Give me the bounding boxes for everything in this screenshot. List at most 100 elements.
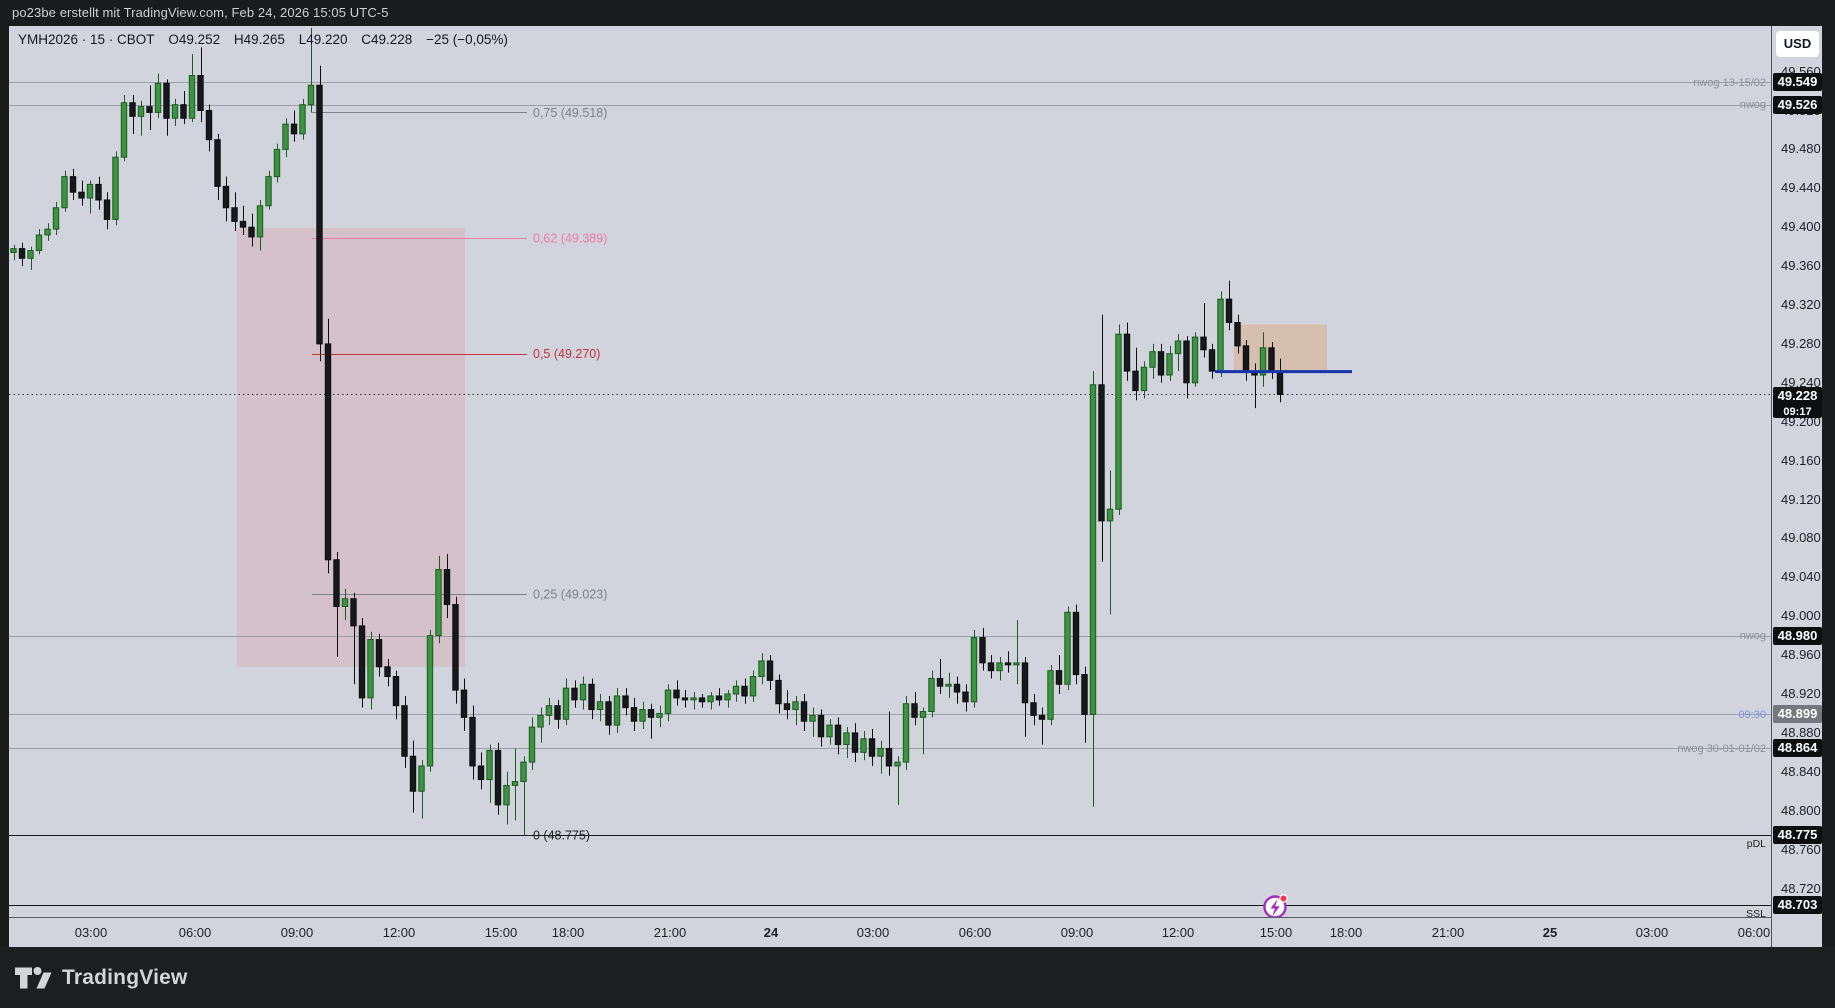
candle-body [1081,674,1088,715]
candle-body [307,84,315,106]
event-marker-wand-icon[interactable] [1263,894,1288,919]
candle-body [902,703,910,763]
candle-body [826,724,833,738]
candle-body [673,689,680,699]
candle-body [384,666,391,677]
price-badge: 49.549 [1773,73,1822,92]
time-tick-label: 09:00 [1060,925,1094,940]
candle-body [1208,349,1216,372]
tradingview-logo-icon[interactable] [15,966,52,990]
candle-body [197,74,204,111]
candle-body [401,705,408,757]
price-tick-label: 48.720 [1781,880,1821,896]
candle-body [222,185,230,209]
candle-body [622,695,629,709]
candle-body [613,695,621,726]
price-badge: 48.775 [1773,826,1822,844]
candle-body [809,714,816,722]
price-badge: 48.899 [1773,705,1822,724]
candle-body [588,683,595,711]
price-tick-label: 48.960 [1781,647,1821,663]
candle-body [418,765,425,792]
candle-body [341,598,349,607]
footer-bar: TradingView [0,947,1835,1008]
candle-body [239,220,247,228]
candle-body [690,697,697,701]
price-tick-label: 49.040 [1781,569,1821,585]
candle-body [137,106,145,117]
candle-body [1174,340,1182,355]
candle-body [1157,351,1165,376]
footer-brand[interactable]: TradingView [62,965,188,989]
price-tick-label: 49.280 [1781,335,1821,351]
candle-body [452,604,459,691]
blue-level-line[interactable] [1215,370,1352,374]
price-tick-label: 48.920 [1781,686,1821,701]
candle-body [409,755,417,792]
candle-body [698,697,706,703]
price-tick-label: 48.840 [1781,763,1821,779]
time-tick-label: 24 [763,925,779,940]
price-axis[interactable]: USD 49.56049.52049.48049.44049.40049.360… [1771,26,1822,947]
time-tick-label: 18:00 [551,925,585,940]
candle-body [503,784,510,806]
candle-body [605,701,612,726]
candle-body [1030,702,1037,716]
currency-button[interactable]: USD [1776,31,1819,57]
candle-body [571,687,578,701]
candle-body [299,104,306,135]
candle-body [477,765,485,781]
sell-zone-box[interactable] [237,228,465,667]
time-tick-label: 15:00 [1259,925,1293,940]
candle-body [494,749,502,806]
candle-body [27,250,34,259]
price-badge: 49.526 [1773,95,1822,114]
candle-body [358,625,366,699]
candle-body [860,738,867,753]
time-tick-label: 21:00 [653,925,687,940]
candle-body [537,714,544,728]
fib-label: 0,75 (49.518) [533,106,607,120]
price-tick-label: 49.080 [1781,530,1821,546]
candle-body [460,689,468,718]
candle-body [834,724,842,746]
time-axis[interactable]: 03:00 06:00 09:00 12:00 15:00 18:00 21:00 24 03:… [9,917,1822,947]
legend-low: L49.220 [298,32,348,47]
candle-body [205,110,213,141]
candle-body [528,726,536,763]
fib-label: 0,62 (49.389) [533,231,607,245]
candle-body [656,712,663,718]
candle-body [1225,298,1233,324]
candle-body [936,677,944,687]
candle-body [103,199,111,220]
candle-body [1047,670,1054,720]
candle-body [919,711,927,718]
candle-body [1098,384,1105,522]
candle-body [775,679,782,705]
symbol-legend[interactable]: YMH2026 · 15 · CBOT O49.252 H49.265 L49.… [18,32,518,50]
candle-body [885,747,893,767]
candle-body [953,683,961,693]
left-frame-border [0,26,9,947]
legend-symbol[interactable]: YMH2026 · 15 · CBOT [18,32,155,47]
candle-body [469,716,476,767]
candle-body [273,148,281,178]
candle-body [10,248,17,253]
price-tick-label: 48.880 [1781,724,1821,740]
candle-body [758,660,765,677]
candle-body [129,102,136,117]
candle-body [681,697,689,701]
candle-body [69,176,77,193]
candle-body [562,687,570,720]
candle-body [596,701,604,711]
legend-high: H49.265 [233,32,285,47]
candle-body [1072,611,1080,676]
candle-body [579,683,587,701]
watermark-text: po23be erstellt mit TradingView.com, Feb… [12,5,389,20]
price-tick-label: 49.480 [1781,141,1821,157]
candle-body [52,207,60,230]
candle-body [1234,322,1241,347]
candle-body [163,82,170,119]
